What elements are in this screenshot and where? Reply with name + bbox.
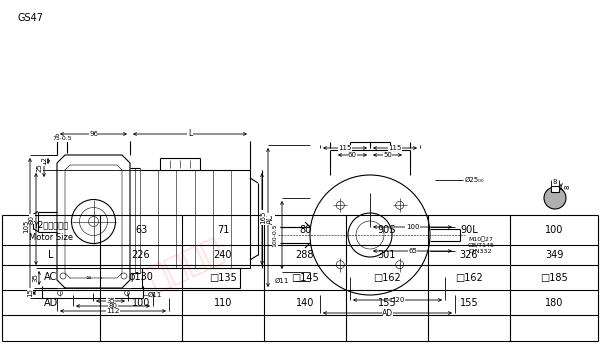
Text: 105: 105: [23, 220, 29, 233]
Text: □185: □185: [540, 273, 568, 282]
Text: 100: 100: [406, 224, 419, 230]
Text: 301: 301: [378, 250, 396, 260]
Text: 80: 80: [109, 303, 118, 309]
Text: 288: 288: [296, 250, 314, 260]
Text: 226: 226: [131, 250, 151, 260]
Text: 349: 349: [545, 250, 563, 260]
Text: AD: AD: [382, 309, 393, 317]
Text: 115: 115: [338, 145, 352, 151]
Text: 12: 12: [41, 157, 47, 166]
Text: 112: 112: [106, 308, 119, 314]
Text: 165: 165: [260, 211, 266, 224]
Text: 240: 240: [214, 250, 232, 260]
Text: 180: 180: [545, 298, 563, 307]
Text: Ø11: Ø11: [275, 278, 289, 284]
Text: 96: 96: [89, 131, 98, 137]
Text: □145: □145: [291, 273, 319, 282]
Text: 155: 155: [377, 298, 397, 307]
Text: 80: 80: [299, 225, 311, 235]
Text: 35: 35: [32, 274, 38, 282]
Text: 71: 71: [217, 225, 229, 235]
Text: 63: 63: [135, 225, 147, 235]
Text: 65: 65: [408, 248, 417, 254]
Text: AC: AC: [44, 273, 58, 282]
Text: □162: □162: [455, 273, 483, 282]
Text: L: L: [188, 130, 192, 138]
Text: ∞: ∞: [86, 275, 91, 281]
Text: 326: 326: [460, 250, 478, 260]
Text: AC: AC: [265, 214, 275, 224]
Text: 60: 60: [348, 152, 357, 158]
Text: 110: 110: [214, 298, 232, 307]
Text: Motor Size: Motor Size: [29, 233, 73, 241]
Text: 90S: 90S: [378, 225, 396, 235]
Text: □162: □162: [373, 273, 401, 282]
Text: 8: 8: [564, 185, 570, 189]
Text: 100: 100: [132, 298, 150, 307]
Text: φ130: φ130: [128, 273, 154, 282]
Text: 15: 15: [27, 288, 33, 298]
Text: M10深27
GB/T145
DIN332: M10深27 GB/T145 DIN332: [468, 237, 495, 253]
Text: Y2电机机座号: Y2电机机座号: [34, 221, 68, 229]
Bar: [551, 186, 559, 192]
Text: 140: 140: [296, 298, 314, 307]
Text: 35: 35: [106, 298, 115, 304]
Text: 100: 100: [545, 225, 563, 235]
Text: GS47: GS47: [18, 13, 44, 23]
Text: AD: AD: [44, 298, 58, 307]
Text: □135: □135: [209, 273, 237, 282]
Text: o: o: [100, 276, 103, 280]
Text: 120: 120: [391, 297, 404, 303]
Text: 0: 0: [55, 134, 59, 140]
Text: 155: 155: [460, 298, 478, 307]
Text: 50: 50: [383, 152, 392, 158]
Text: L: L: [48, 250, 54, 260]
Circle shape: [544, 187, 566, 209]
Text: 100-0.5: 100-0.5: [272, 223, 277, 247]
Text: 75·0.5: 75·0.5: [52, 137, 72, 142]
Text: 90L: 90L: [460, 225, 478, 235]
Text: 8: 8: [553, 179, 557, 185]
Text: 上海玛特: 上海玛特: [142, 231, 228, 295]
Text: Ø25₀₀: Ø25₀₀: [465, 177, 485, 183]
Text: 25: 25: [37, 163, 43, 172]
Text: 80: 80: [29, 215, 35, 223]
Text: Ø11: Ø11: [148, 292, 163, 298]
Text: 115: 115: [388, 145, 401, 151]
